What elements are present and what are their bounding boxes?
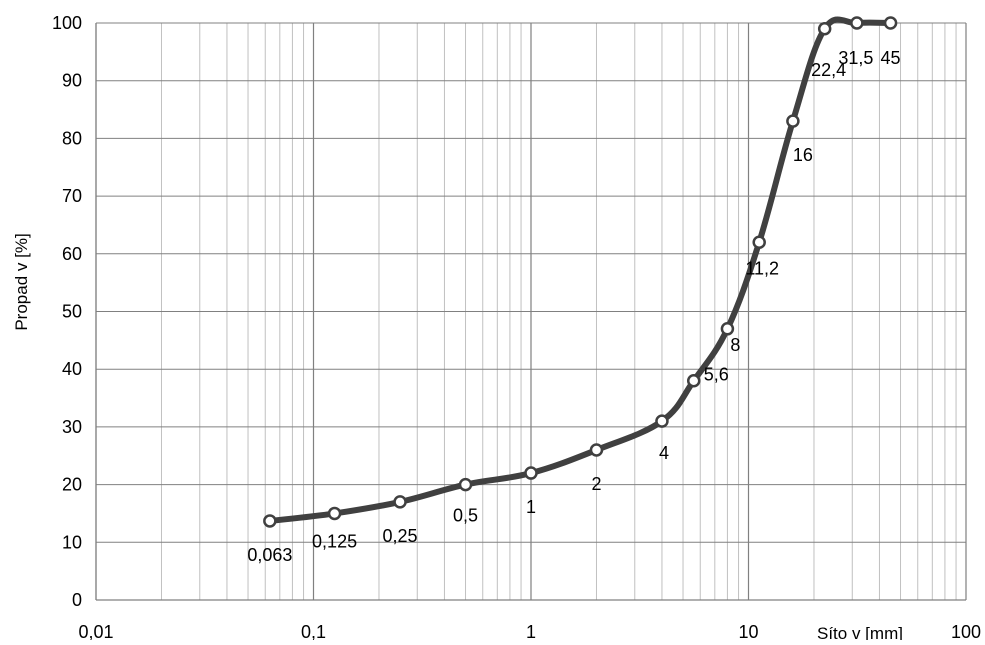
data-point (263, 514, 277, 528)
y-tick-label: 40 (62, 359, 82, 379)
y-tick-label: 90 (62, 71, 82, 91)
data-label: 1 (526, 497, 536, 517)
data-label: 16 (793, 145, 813, 165)
data-label: 8 (730, 335, 740, 355)
x-axis-title: Síto v [mm] (817, 624, 903, 640)
data-point (524, 466, 538, 480)
data-point (850, 16, 864, 30)
data-point (883, 16, 898, 30)
y-axis-title: Propad v [%] (12, 233, 31, 330)
data-label: 4 (659, 443, 669, 463)
tick-labels: 0 10 20 30 40 50 60 70 80 90 100 0,01 0,1 1 10 100 (52, 13, 981, 642)
x-tick-label: 0,01 (78, 622, 113, 640)
data-label: 0,063 (247, 545, 292, 565)
y-tick-label: 70 (62, 186, 82, 206)
data-point (752, 235, 766, 250)
y-tick-label: 80 (62, 128, 82, 148)
data-point (327, 506, 342, 521)
axes (95, 23, 967, 601)
y-tick-label: 0 (72, 590, 82, 610)
data-label: 45 (881, 48, 901, 68)
y-tick-label: 100 (52, 13, 82, 33)
y-tick-label: 30 (62, 417, 82, 437)
data-point (720, 322, 735, 336)
x-tick-label: 10 (738, 622, 758, 640)
y-tick-label: 60 (62, 244, 82, 264)
series: 0,063 0,125 0,25 0,5 1 2 4 5,68 11,2 16 22,431,5 45 (247, 16, 901, 565)
data-label: 0,125 (312, 531, 357, 551)
x-tick-label: 0,1 (301, 622, 326, 640)
data-point (686, 373, 701, 388)
x-tick-label: 100 (951, 622, 981, 640)
x-tick-label: 1 (526, 622, 536, 640)
data-label: 5,6 (704, 365, 729, 385)
data-label: 0,5 (453, 506, 478, 526)
data-label: 0,25 (383, 526, 418, 546)
y-tick-label: 50 (62, 302, 82, 322)
data-point (786, 114, 800, 128)
data-point (655, 414, 669, 428)
y-tick-label: 10 (62, 532, 82, 552)
axis-titles: Propad v [%] Síto v [mm] (12, 233, 903, 643)
y-tick-label: 20 (62, 475, 82, 495)
data-label: 2 (591, 474, 601, 494)
data-label: 22,4 (811, 60, 846, 80)
data-label: 31,5 (838, 48, 873, 68)
series-line (266, 16, 894, 524)
data-point (393, 495, 407, 509)
data-label: 11,2 (745, 258, 779, 278)
data-point (817, 22, 832, 36)
data-point (589, 443, 604, 457)
data-point (458, 477, 473, 492)
